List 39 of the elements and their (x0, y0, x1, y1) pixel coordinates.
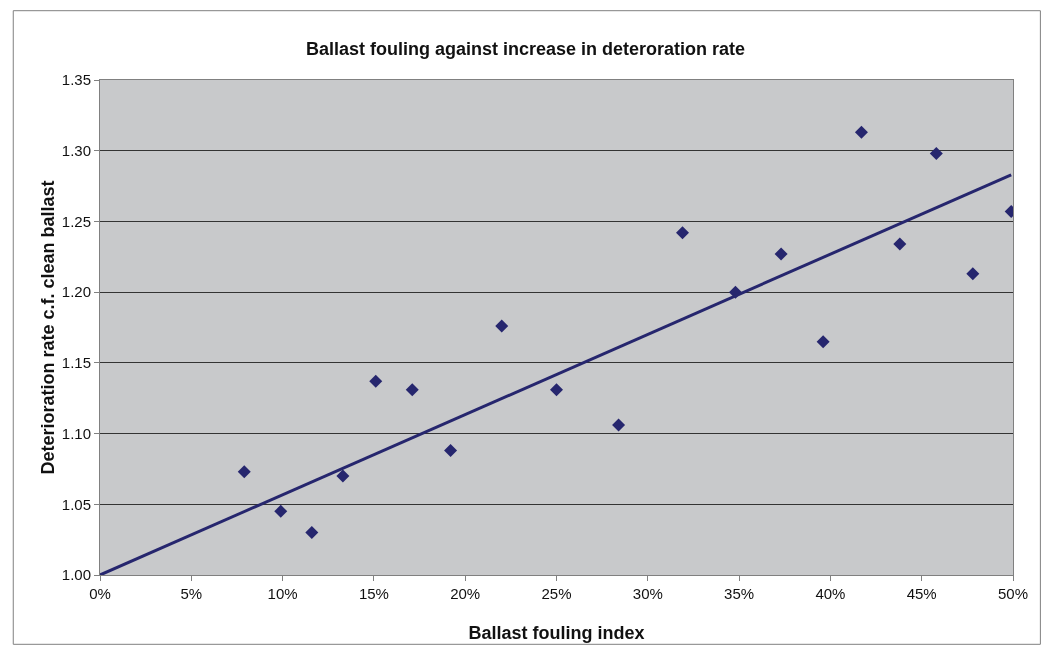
y-tick-label: 1.00 (61, 566, 91, 584)
y-tick-label: 1.25 (61, 212, 91, 230)
x-tick-label: 35% (724, 585, 755, 602)
y-tick-label: 1.10 (61, 424, 91, 442)
x-tick-label: 10% (267, 585, 298, 602)
x-tick-label: 30% (632, 585, 663, 602)
point (612, 418, 626, 432)
point (274, 504, 288, 518)
point (369, 374, 383, 388)
x-tick-label: 45% (906, 585, 937, 602)
point (966, 267, 980, 281)
x-tick-label: 40% (815, 585, 846, 602)
point (893, 237, 907, 251)
y-axis-title: Deterioration rate c.f. clean ballast (38, 180, 58, 475)
point (816, 335, 830, 349)
chart-title: Ballast fouling against increase in deteroration rate (305, 38, 746, 59)
x-tick-label: 0% (89, 585, 111, 602)
point (675, 226, 689, 240)
x-tick-label: 50% (997, 585, 1029, 602)
y-tick-label: 1.35 (61, 71, 91, 89)
point (929, 147, 943, 161)
y-tick-label: 1.30 (61, 141, 91, 159)
y-tick-label: 1.05 (61, 495, 91, 513)
point (237, 465, 251, 479)
point (444, 444, 458, 458)
x-tick-label: 15% (358, 585, 389, 602)
point (405, 383, 419, 397)
y-tick-label: 1.15 (61, 354, 91, 372)
point (774, 247, 788, 261)
point (336, 469, 350, 483)
x-axis-title: Ballast fouling index (468, 623, 645, 643)
x-tick-label: 20% (450, 585, 481, 602)
point (495, 319, 509, 333)
point (550, 383, 563, 397)
y-tick-label: 1.20 (61, 283, 91, 301)
x-tick-label: 25% (541, 585, 572, 602)
x-tick-label: 5% (180, 585, 203, 602)
point (305, 526, 319, 540)
point (854, 125, 868, 139)
